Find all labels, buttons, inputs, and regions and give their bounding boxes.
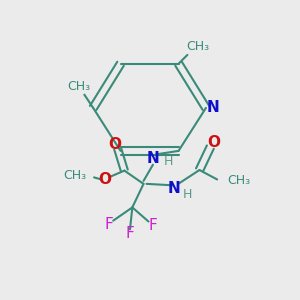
Text: CH₃: CH₃	[67, 80, 90, 93]
Text: O: O	[207, 135, 220, 150]
Text: H: H	[164, 155, 173, 168]
Text: CH₃: CH₃	[227, 174, 250, 188]
Text: N: N	[207, 100, 220, 116]
Text: F: F	[148, 218, 157, 232]
Text: F: F	[104, 217, 113, 232]
Text: O: O	[108, 136, 121, 152]
Text: N: N	[147, 151, 159, 166]
Text: CH₃: CH₃	[186, 40, 209, 52]
Text: O: O	[98, 172, 112, 187]
Text: CH₃: CH₃	[64, 169, 87, 182]
Text: F: F	[126, 226, 134, 241]
Text: H: H	[182, 188, 192, 201]
Text: N: N	[168, 181, 181, 196]
